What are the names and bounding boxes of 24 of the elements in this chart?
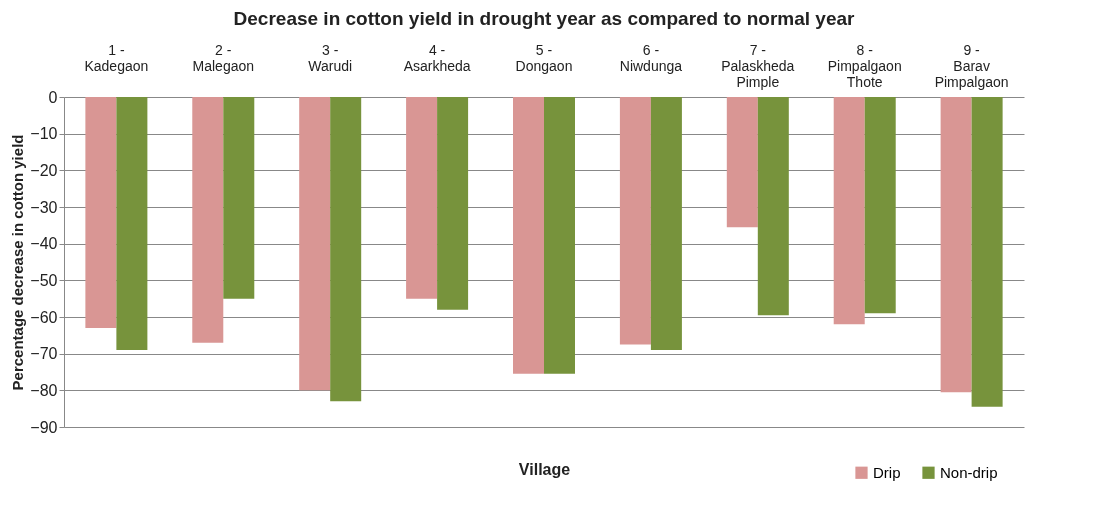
x-tick-label: 6 - Niwdunga	[619, 41, 683, 74]
x-tick-label: 5 - Dongaon	[515, 41, 573, 74]
y-tick-label: −50	[30, 271, 58, 289]
legend-label: Drip	[873, 463, 901, 481]
x-tick-label: 3 - Warudi	[308, 41, 353, 74]
x-axis-title: Village	[518, 460, 571, 478]
x-tick-label: 9 - Barav Pimpalgaon	[934, 41, 1009, 90]
x-tick-label: 2 - Malegaon	[192, 41, 255, 74]
x-tick-label: 7 - Palaskheda Pimple	[721, 41, 795, 90]
chart-title: Decrease in cotton yield in drought year as compared to normal year	[233, 8, 856, 29]
x-tick-label: 4 - Asarkheda	[403, 41, 471, 74]
y-tick-label: −10	[30, 125, 58, 143]
y-tick-label: −20	[30, 161, 58, 179]
y-tick-label: −40	[30, 235, 58, 253]
y-tick-label: 0	[48, 88, 58, 106]
y-tick-label: −80	[30, 381, 58, 399]
y-tick-label: −90	[30, 418, 58, 436]
y-axis-title: Percentage decrease in cotton yield	[9, 134, 27, 391]
legend-label: Non-drip	[940, 463, 998, 481]
y-tick-label: −60	[30, 308, 58, 326]
y-tick-label: −70	[30, 345, 58, 363]
x-tick-label: 8 - Pimpalgaon Thote	[827, 41, 902, 90]
y-tick-label: −30	[30, 198, 58, 216]
x-tick-label: 1 - Kadegaon	[84, 41, 149, 74]
